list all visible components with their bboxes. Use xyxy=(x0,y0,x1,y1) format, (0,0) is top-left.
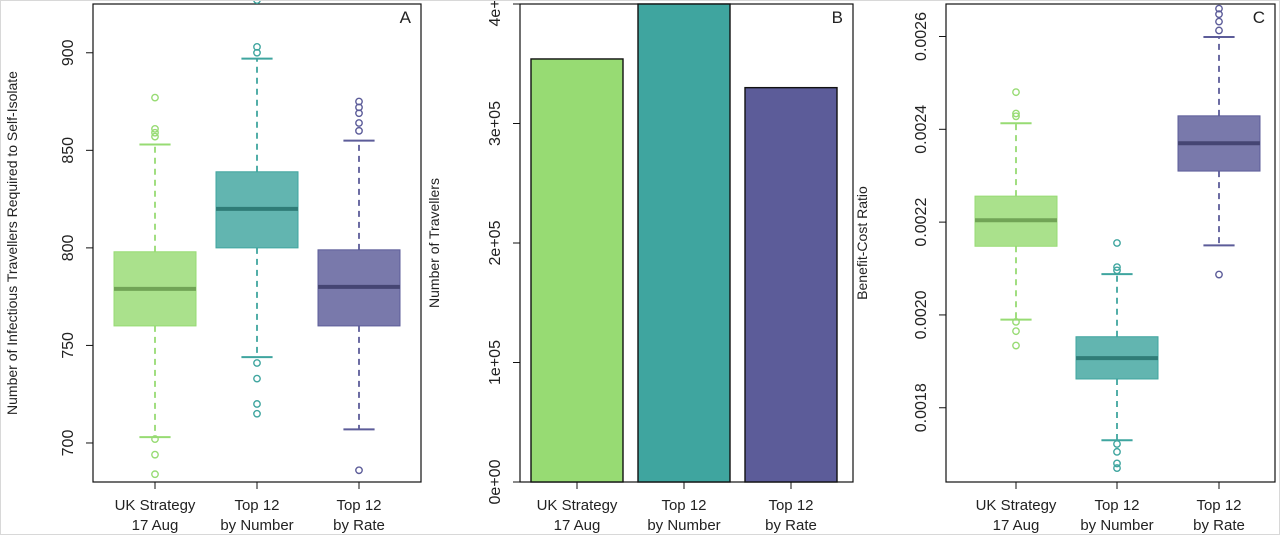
outlier-point xyxy=(1012,109,1020,118)
outlier-point xyxy=(253,374,261,383)
outlier-point xyxy=(253,400,261,408)
x-tick-label: by Number xyxy=(1080,517,1153,534)
x-tick-label: by Number xyxy=(220,517,293,534)
outlier-point xyxy=(151,124,159,133)
y-tick-label: 4e+05 xyxy=(487,1,504,26)
y-tick-label: 750 xyxy=(60,332,77,359)
outlier-point xyxy=(1215,17,1223,26)
panel-letter-b: B xyxy=(832,8,843,27)
outlier-point xyxy=(1113,447,1121,456)
outlier-point xyxy=(151,450,159,459)
x-tick-label: 17 Aug xyxy=(554,517,601,534)
outlier-point xyxy=(1012,112,1020,121)
y-tick-label: 0e+00 xyxy=(487,459,504,504)
outlier-point xyxy=(355,126,363,135)
outlier-point xyxy=(1012,88,1020,97)
y-tick-label: 0.0024 xyxy=(913,105,930,154)
x-tick-label: by Number xyxy=(647,517,720,534)
x-tick-label: by Rate xyxy=(765,517,817,534)
outlier-point xyxy=(151,132,159,141)
y-tick-label: 0.0022 xyxy=(913,198,930,247)
bar xyxy=(637,3,731,483)
y-axis-label: Benefit-Cost Ratio xyxy=(854,186,870,300)
outlier-point xyxy=(355,119,363,127)
x-tick-label: 17 Aug xyxy=(993,517,1040,534)
outlier-point xyxy=(1113,459,1121,468)
y-tick-label: 850 xyxy=(60,137,77,164)
bar xyxy=(744,86,838,483)
outlier-point xyxy=(1215,270,1223,279)
x-tick-label: by Rate xyxy=(333,517,385,534)
x-tick-label: Top 12 xyxy=(1094,497,1139,514)
panel-letter-c: C xyxy=(1253,8,1265,27)
outlier-point xyxy=(151,435,159,443)
outlier-point xyxy=(1113,464,1121,472)
x-tick-label: Top 12 xyxy=(1196,497,1241,514)
y-tick-label: 900 xyxy=(60,39,77,66)
bar xyxy=(530,58,624,483)
x-tick-label: by Rate xyxy=(1193,517,1245,534)
panel-frame-c xyxy=(945,3,1276,483)
x-tick-label: Top 12 xyxy=(234,497,279,514)
outlier-point xyxy=(1113,263,1121,272)
x-tick-label: Top 12 xyxy=(768,497,813,514)
outlier-point xyxy=(253,359,261,367)
y-tick-label: 1e+05 xyxy=(487,340,504,385)
outlier-point xyxy=(253,409,261,418)
outlier-point xyxy=(1012,341,1020,350)
x-tick-label: 17 Aug xyxy=(132,517,179,534)
y-tick-label: 800 xyxy=(60,234,77,261)
outlier-point xyxy=(1012,317,1020,326)
outlier-point xyxy=(151,93,159,102)
panel-letter-a: A xyxy=(400,8,412,27)
outlier-point xyxy=(1113,266,1121,275)
outlier-point xyxy=(355,97,363,106)
y-tick-label: 700 xyxy=(60,430,77,457)
outlier-point xyxy=(151,128,159,137)
y-tick-label: 0.0026 xyxy=(913,12,930,61)
x-tick-label: UK Strategy xyxy=(537,497,618,514)
x-tick-label: Top 12 xyxy=(661,497,706,514)
y-tick-label: 3e+05 xyxy=(487,101,504,146)
y-tick-label: 0.0020 xyxy=(913,290,930,339)
outlier-point xyxy=(1012,327,1020,336)
x-tick-label: UK Strategy xyxy=(976,497,1057,514)
outlier-point xyxy=(1215,10,1223,19)
y-tick-label: 2e+05 xyxy=(487,220,504,265)
outlier-point xyxy=(1113,440,1121,448)
outlier-point xyxy=(151,470,159,479)
y-axis-label: Number of Infectious Travellers Required… xyxy=(4,71,20,415)
x-tick-label: UK Strategy xyxy=(115,497,196,514)
y-tick-label: 0.0018 xyxy=(913,383,930,432)
outlier-point xyxy=(253,43,261,51)
outlier-point xyxy=(1215,4,1223,13)
outlier-point xyxy=(1215,26,1223,35)
outlier-point xyxy=(355,466,363,475)
y-axis-label: Number of Travellers xyxy=(426,178,442,308)
outlier-point xyxy=(1113,239,1121,247)
x-tick-label: Top 12 xyxy=(336,497,381,514)
outlier-point xyxy=(253,0,261,4)
